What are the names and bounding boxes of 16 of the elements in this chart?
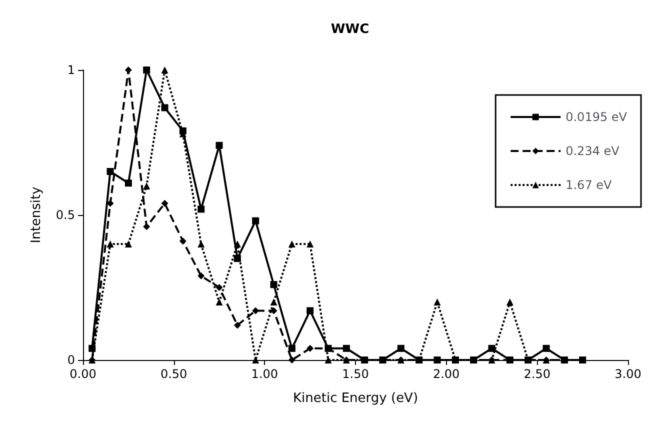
y-axis-title: Intensity	[29, 186, 44, 244]
x-tick-label: 2.50	[524, 367, 551, 381]
y-tick-label: 0.5	[56, 208, 75, 222]
x-tick-label: 2.00	[432, 367, 460, 381]
x-tick-label: 0.00	[70, 367, 96, 381]
y-tick-label: 1	[67, 63, 75, 77]
y-tick-label: 0	[67, 353, 75, 367]
x-tick-label: 3.00	[614, 367, 642, 381]
x-axis-title: Kinetic Energy (eV)	[292, 391, 418, 406]
chart-title: WWC	[330, 22, 370, 37]
legend-label: 1.67 eV	[566, 178, 613, 192]
legend-label: 0.0195 eV	[566, 110, 628, 124]
x-tick-label: 0.50	[160, 367, 188, 381]
x-tick-label: 1.50	[342, 367, 369, 381]
x-tick-label: 1.00	[251, 367, 278, 381]
legend-label: 0.234 eV	[566, 144, 620, 158]
